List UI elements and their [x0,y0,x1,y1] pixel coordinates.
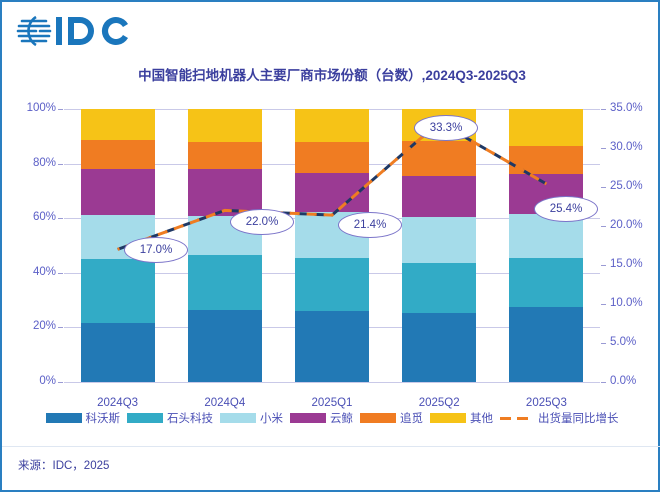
axis-tick [58,218,63,220]
axis-tick [58,382,63,383]
x-tick-label-2: 2025Q1 [311,397,353,409]
axis-tick [601,382,606,383]
footer-divider [2,446,660,447]
bar-segment-其他 [187,109,262,142]
legend-item-5[interactable]: 其他 [430,410,493,426]
page-title: 中国智能扫地机器人主要厂商市场份额（台数）,2024Q3-2025Q3 [138,68,526,83]
axis-tick [601,343,606,344]
legend-item-4[interactable]: 追觅 [360,410,423,426]
legend-label-2: 小米 [260,413,283,425]
axis-tick [601,226,606,227]
bar-segment-追觅 [402,140,477,176]
axis-tick [58,163,63,165]
bar-segment-云鲸 [80,169,155,216]
axis-tick [601,265,606,266]
bar-segment-云鲸 [295,172,369,212]
legend-label-3: 云鲸 [330,413,353,425]
y-right-tick-20: 20.0% [610,219,643,231]
bar-segment-科沃斯 [295,311,369,382]
legend-label-4: 追觅 [400,413,423,425]
y-right-tick-0: 0.0% [610,375,637,387]
axis-tick [601,148,606,149]
bar-segment-科沃斯 [80,323,155,382]
bar-segment-石头科技 [295,258,369,312]
bar-2024Q4[interactable] [187,109,262,382]
bar-segment-石头科技 [402,262,477,313]
y-left-tick-60: 60% [32,211,56,224]
legend-item-0[interactable]: 科沃斯 [45,410,121,426]
y-right-tick-35: 35.0% [610,102,643,114]
y-right-tick-25: 25.0% [610,180,643,192]
bar-segment-石头科技 [187,255,262,310]
x-tick-label-4: 2025Q3 [525,397,567,409]
data-label-2025Q3: 25.4% [534,196,598,222]
legend-swatch-3 [290,413,326,423]
plot-area: 2024Q3 2024Q4 2025Q1 2025Q2 2025Q3 17.0%… [58,109,606,409]
y-right-tick-15: 15.0% [610,258,643,270]
data-label-2024Q3: 17.0% [124,237,188,263]
y-left-tick-20: 20% [32,320,56,333]
legend-label-5: 其他 [470,413,493,425]
axis-tick [601,304,606,305]
idc-logo [16,11,136,51]
y-left-tick-0: 0% [39,375,56,387]
legend-item-1[interactable]: 石头科技 [127,410,213,426]
bar-2025Q2[interactable] [402,109,477,382]
legend-item-2[interactable]: 小米 [220,410,283,426]
legend-label-6: 出货量同比增长 [538,413,619,425]
bar-segment-其他 [509,109,584,147]
axis-tick [601,109,606,110]
bar-segment-追觅 [187,141,262,170]
axis-tick [58,327,63,329]
y-left-tick-100: 100% [26,102,56,114]
bar-segment-科沃斯 [509,306,584,382]
axis-tick [58,272,63,274]
y-right-tick-5: 5.0% [610,336,637,348]
bar-segment-追觅 [80,139,155,170]
source-note: 来源：IDC，2025 [18,460,110,472]
legend-swatch-5 [430,413,466,423]
x-tick-label-0: 2024Q3 [97,397,139,409]
data-label-2024Q4: 22.0% [230,209,294,235]
bar-segment-追觅 [295,141,369,173]
y-right-tick-10: 10.0% [610,297,643,309]
bar-segment-其他 [80,109,155,140]
data-label-2025Q1: 21.4% [338,212,402,238]
axis-tick [58,109,63,110]
bar-segment-石头科技 [80,259,155,324]
y-left-tick-40: 40% [32,265,56,278]
legend-label-0: 科沃斯 [85,413,121,425]
bar-segment-科沃斯 [402,312,477,382]
y-left-tick-80: 80% [32,156,56,169]
legend-item-6[interactable]: 出货量同比增长 [500,410,619,426]
legend-swatch-2 [220,413,256,423]
legend-swatch-1 [127,413,163,423]
data-label-2025Q2: 33.3% [414,115,478,141]
bar-segment-科沃斯 [187,309,262,382]
bar-2025Q3[interactable] [509,109,584,382]
axis-tick [601,187,606,188]
bar-segment-云鲸 [402,175,477,218]
legend-item-3[interactable]: 云鲸 [290,410,353,426]
bar-2025Q1[interactable] [295,109,369,382]
legend-label-1: 石头科技 [167,413,213,425]
legend-dash-icon [500,413,534,423]
bar-segment-小米 [402,217,477,263]
chart-area: 100% 80% 60% 40% 20% 0% 35.0% 30.0% 25.0… [2,97,660,409]
gridline [64,382,600,383]
bar-segment-其他 [295,109,369,142]
y-right-tick-30: 30.0% [610,141,643,153]
bar-segment-追觅 [509,146,584,175]
legend-swatch-0 [45,413,82,423]
legend-swatch-4 [360,413,396,423]
chart-legend: 科沃斯 石头科技 小米 云鲸 追觅 其他 出货量同比增长 [2,410,660,426]
x-tick-label-3: 2025Q2 [418,397,460,409]
x-tick-label-1: 2024Q4 [204,397,246,409]
bar-segment-石头科技 [509,257,584,307]
